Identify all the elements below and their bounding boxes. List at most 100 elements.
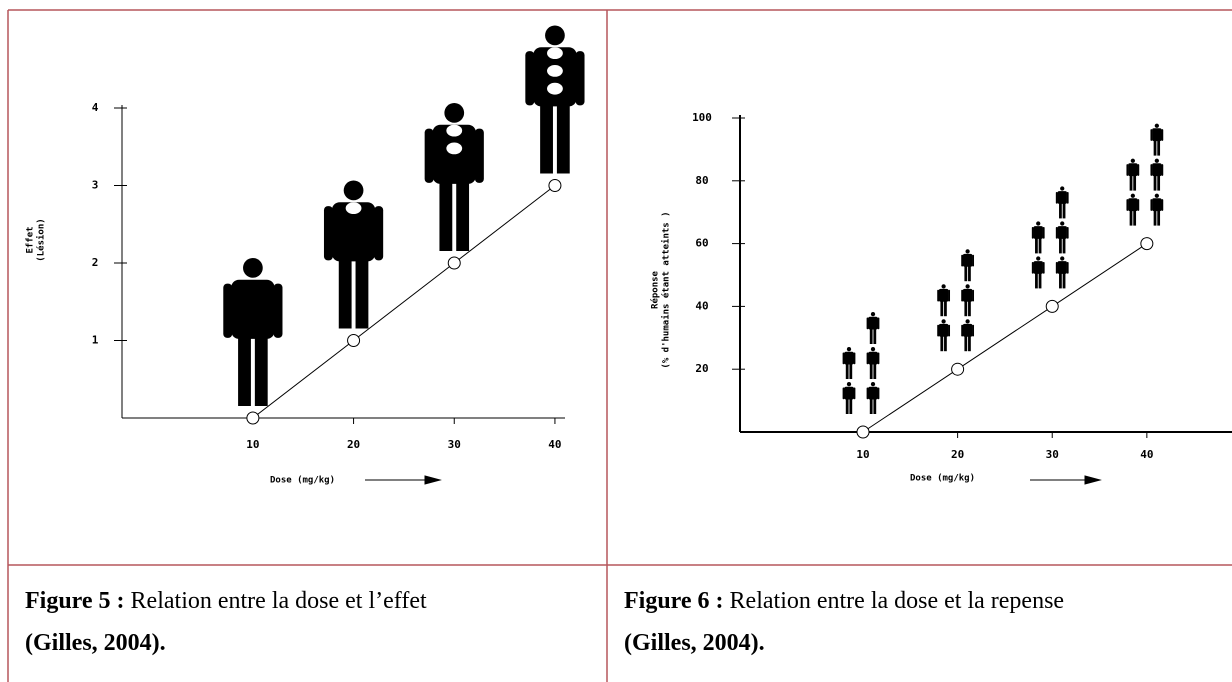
leg	[355, 259, 369, 329]
x-tick-label: 10	[246, 438, 259, 451]
arm	[853, 352, 856, 365]
arm	[853, 387, 856, 400]
arrow	[365, 475, 442, 485]
head	[870, 382, 876, 387]
caption-text: Relation entre la dose et l’effet	[131, 588, 427, 614]
x-tick-label: 20	[951, 448, 964, 461]
person-icon	[1150, 193, 1164, 226]
leg	[1157, 210, 1161, 226]
person-icon	[1031, 221, 1045, 254]
arm	[1066, 191, 1069, 204]
arm	[1042, 261, 1045, 274]
leg	[238, 336, 251, 406]
torso	[1057, 261, 1067, 274]
person-icon	[1055, 186, 1069, 219]
leg	[968, 301, 971, 317]
leg	[964, 266, 968, 282]
y-tick-label: 40	[695, 299, 708, 312]
arm	[937, 289, 940, 302]
caption-label: Figure 6 :	[624, 588, 724, 614]
leg	[964, 301, 968, 317]
arm	[525, 51, 535, 106]
arm	[424, 128, 434, 183]
person-icon	[1126, 158, 1140, 191]
leg	[1133, 210, 1137, 226]
arm	[961, 324, 964, 337]
leg	[456, 181, 470, 251]
torso	[938, 323, 949, 337]
leg	[1059, 238, 1062, 254]
person-icon	[866, 347, 880, 379]
leg	[968, 336, 971, 352]
lesion-spot	[345, 202, 362, 215]
arm	[1161, 199, 1164, 211]
leg	[1153, 175, 1157, 191]
point	[548, 179, 562, 192]
head	[1060, 221, 1065, 226]
leg	[1133, 175, 1137, 191]
caption: Figure 6 : Relation entre la dose et la …	[624, 588, 1064, 614]
arm	[1066, 226, 1069, 239]
person-icon	[961, 319, 975, 352]
arm	[972, 324, 975, 337]
arm	[1126, 199, 1129, 211]
y-axis-label: Effet	[26, 226, 36, 253]
arm	[1055, 191, 1058, 204]
arm	[374, 206, 384, 261]
arm	[866, 317, 869, 330]
arm	[1150, 164, 1153, 176]
leg	[254, 336, 268, 406]
arm	[877, 387, 880, 400]
person-icon	[1055, 221, 1069, 254]
arm	[961, 254, 964, 267]
y-tick-label: 2	[92, 256, 99, 269]
torso	[938, 288, 949, 302]
y-tick-label: 20	[695, 362, 708, 375]
head	[1036, 256, 1041, 261]
torso	[868, 386, 878, 400]
leg	[1035, 273, 1038, 289]
leg	[1059, 203, 1062, 219]
leg	[869, 399, 873, 414]
y-axis-label: (% d'humains étant atteints )	[661, 211, 672, 368]
head	[941, 284, 946, 289]
head	[846, 347, 852, 352]
head	[343, 180, 364, 201]
person-icon	[424, 103, 484, 251]
x-tick-label: 40	[548, 438, 561, 451]
head	[545, 25, 565, 46]
arm	[842, 352, 845, 365]
person-icon	[1031, 256, 1045, 289]
torso	[1128, 163, 1138, 177]
point	[347, 334, 361, 347]
head	[870, 312, 876, 317]
point	[1140, 237, 1154, 251]
arm	[866, 352, 869, 365]
leg	[845, 399, 849, 414]
arm	[575, 51, 585, 106]
leg	[1038, 273, 1042, 289]
leg	[439, 181, 453, 251]
head	[1060, 256, 1065, 261]
leg	[944, 336, 947, 352]
leg	[1038, 238, 1042, 254]
torso	[1057, 191, 1067, 204]
caption-source: (Gilles, 2004).	[624, 630, 765, 656]
arm	[223, 283, 233, 338]
head	[444, 103, 465, 123]
arm	[877, 352, 880, 365]
head	[965, 249, 970, 254]
torso	[962, 253, 973, 267]
person-icon	[866, 312, 880, 344]
line	[862, 243, 1148, 433]
person-icon	[223, 258, 283, 406]
table-frame	[7, 9, 1232, 682]
torso	[962, 323, 973, 337]
arm	[1126, 164, 1129, 176]
arm	[842, 387, 845, 400]
arm	[1161, 164, 1164, 176]
torso	[331, 202, 376, 262]
leg	[1059, 273, 1062, 289]
head	[243, 258, 263, 278]
y-axis-label: (Lésion)	[36, 218, 47, 261]
